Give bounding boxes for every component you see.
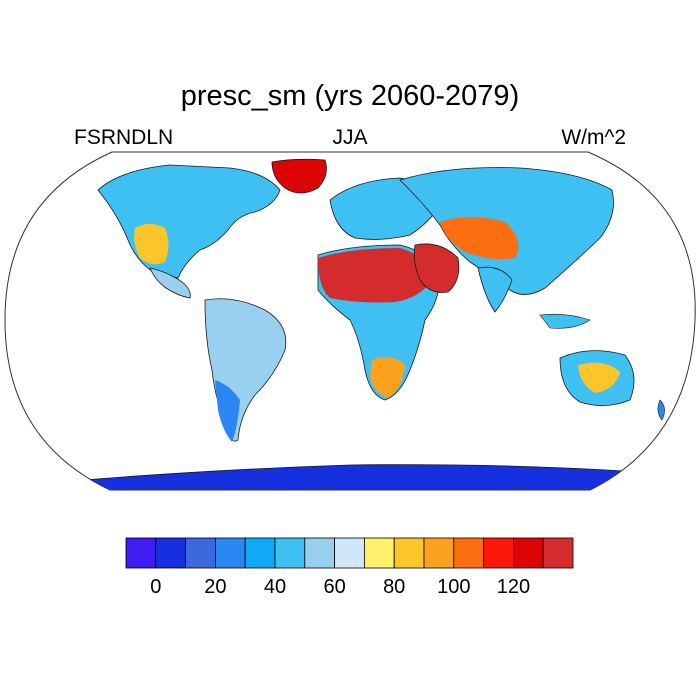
colorbar-tick-label: 60	[323, 576, 345, 598]
colorbar-box	[542, 537, 574, 569]
australia-interior	[578, 362, 620, 393]
colorbar-box	[244, 537, 276, 569]
arabian-peninsula	[413, 243, 460, 293]
south-america-south	[215, 380, 240, 442]
subtitle-center: JJA	[332, 126, 368, 149]
sahara-hot	[318, 248, 432, 303]
antarctica	[59, 464, 641, 490]
colorbar-tick-label: 40	[264, 576, 286, 598]
colorbar-box	[125, 537, 157, 569]
colorbar-boxes	[125, 537, 574, 569]
colorbar-box	[304, 537, 335, 569]
usa-west-hot	[134, 224, 169, 265]
colorbar-box	[483, 537, 514, 569]
colorbar-box	[334, 537, 365, 569]
colorbar-tick-label: 100	[437, 576, 470, 598]
colorbar-box	[274, 537, 306, 569]
colorbar-labels: 0 20 40 60 80 100 120	[150, 576, 530, 598]
colorbar-tick-label: 120	[497, 576, 530, 598]
greenland	[271, 158, 327, 194]
colorbar-box	[214, 537, 246, 569]
colorbar-box	[513, 537, 544, 569]
colorbar-tick-label: 80	[383, 576, 405, 598]
subtitle-right: W/m^2	[561, 126, 626, 149]
india	[477, 266, 513, 313]
colorbar-box	[155, 537, 187, 569]
colorbar-tick-label: 20	[204, 576, 226, 598]
central-asia-hot	[440, 217, 519, 260]
colorbar-box	[363, 537, 395, 569]
colorbar-box	[423, 537, 455, 569]
colorbar-box	[453, 537, 484, 569]
indonesia	[539, 313, 591, 329]
colorbar-box	[393, 537, 425, 569]
colorbar-tick-label: 0	[150, 576, 161, 598]
plot-title: presc_sm (yrs 2060-2079)	[180, 80, 520, 112]
colorbar-box	[185, 537, 216, 569]
mexico	[149, 267, 191, 299]
southern-africa-warm	[370, 356, 405, 398]
new-zealand	[657, 399, 665, 421]
subtitle-left: FSRNDLN	[74, 126, 174, 149]
